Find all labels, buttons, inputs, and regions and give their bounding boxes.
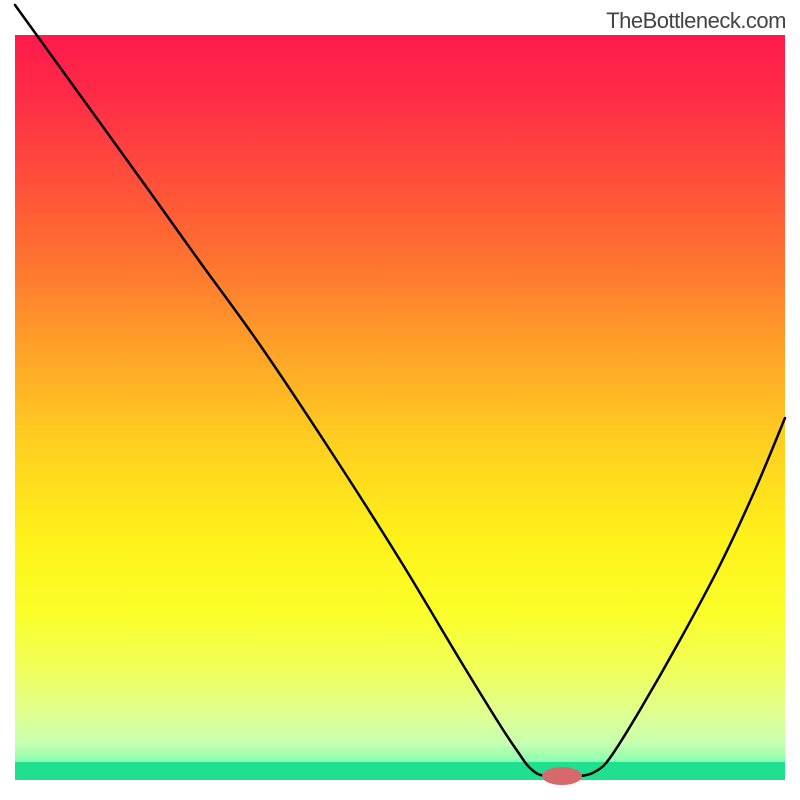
watermark-text: TheBottleneck.com: [606, 8, 786, 34]
bottom-green-band: [15, 762, 785, 780]
bottleneck-chart: [0, 0, 800, 800]
gradient-background: [15, 35, 785, 780]
optimal-marker: [542, 767, 582, 785]
